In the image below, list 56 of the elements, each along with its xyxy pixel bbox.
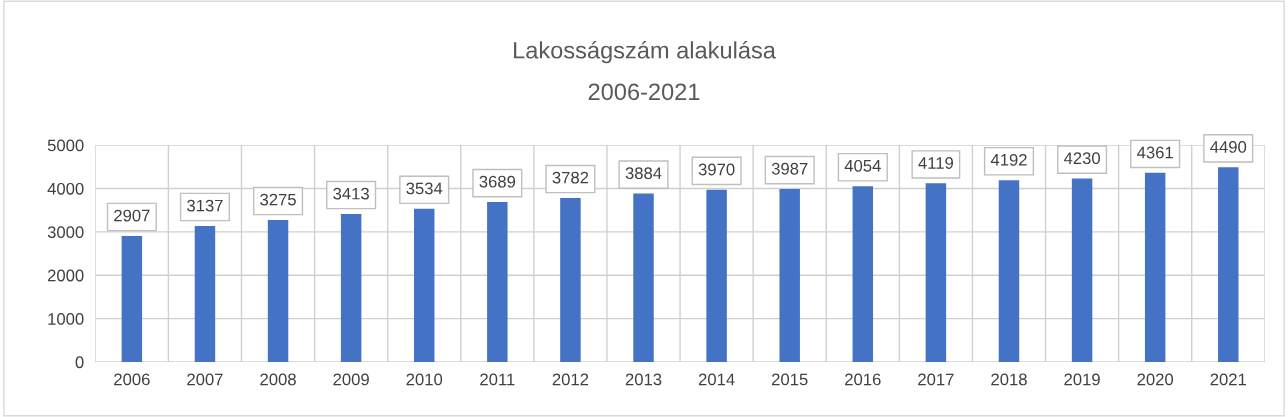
data-label: 4361 <box>1137 146 1173 159</box>
bar <box>340 213 362 362</box>
bar <box>1144 172 1166 362</box>
x-tick-label: 2010 <box>406 373 443 386</box>
data-label: 3884 <box>625 167 662 180</box>
x-tick-label: 2011 <box>480 373 515 386</box>
x-tick-label: 2019 <box>1064 373 1100 386</box>
chart-subtitle: 2006-2021 <box>588 83 700 101</box>
y-tick-label: 0 <box>75 356 84 369</box>
data-label: 3413 <box>333 187 369 200</box>
data-label: 3137 <box>187 199 223 212</box>
data-label: 3782 <box>552 171 589 184</box>
x-tick-label: 2006 <box>114 373 150 386</box>
data-label: 4230 <box>1063 152 1100 165</box>
bar <box>194 225 216 362</box>
x-tick-label: 2016 <box>845 373 881 386</box>
x-tick-label: 2020 <box>1137 373 1174 386</box>
data-label: 3987 <box>771 162 808 175</box>
y-tick-label: 2000 <box>47 269 84 282</box>
bar <box>998 180 1020 362</box>
y-tick-label: 4000 <box>47 182 84 195</box>
bar <box>1218 167 1239 362</box>
x-tick-label: 2008 <box>260 373 296 386</box>
x-tick-label: 2018 <box>991 373 1027 386</box>
y-tick-label: 1000 <box>48 312 84 325</box>
bar <box>779 189 800 362</box>
x-tick-label: 2015 <box>772 373 808 386</box>
bar <box>633 193 654 362</box>
bar <box>414 208 435 362</box>
bar <box>706 189 727 362</box>
x-tick-label: 2014 <box>698 373 735 386</box>
bar <box>1071 178 1093 362</box>
bar <box>121 235 143 362</box>
data-label: 4054 <box>844 159 881 172</box>
data-label: 3970 <box>698 163 735 176</box>
x-tick-label: 2021 <box>1210 373 1246 386</box>
chart-title: Lakosságszám alakulása <box>514 40 776 64</box>
x-tick-label: 2013 <box>625 373 662 386</box>
x-tick-label: 2017 <box>918 373 954 386</box>
data-label: 4119 <box>918 157 954 169</box>
data-label: 4490 <box>1210 141 1247 153</box>
bar <box>267 219 289 362</box>
x-tick-label: 2012 <box>552 373 589 386</box>
bar <box>487 201 508 362</box>
y-tick-label: 3000 <box>47 226 84 239</box>
bar <box>560 197 581 362</box>
x-tick-label: 2007 <box>187 373 223 386</box>
data-label: 3534 <box>406 182 443 195</box>
data-label: 2907 <box>114 209 150 222</box>
data-label: 3275 <box>260 193 296 206</box>
bar <box>925 183 947 362</box>
x-tick-label: 2009 <box>333 373 369 386</box>
data-label: 4192 <box>990 153 1027 166</box>
y-tick-label: 5000 <box>47 139 84 152</box>
bar <box>852 186 874 362</box>
data-label: 3689 <box>479 175 516 188</box>
